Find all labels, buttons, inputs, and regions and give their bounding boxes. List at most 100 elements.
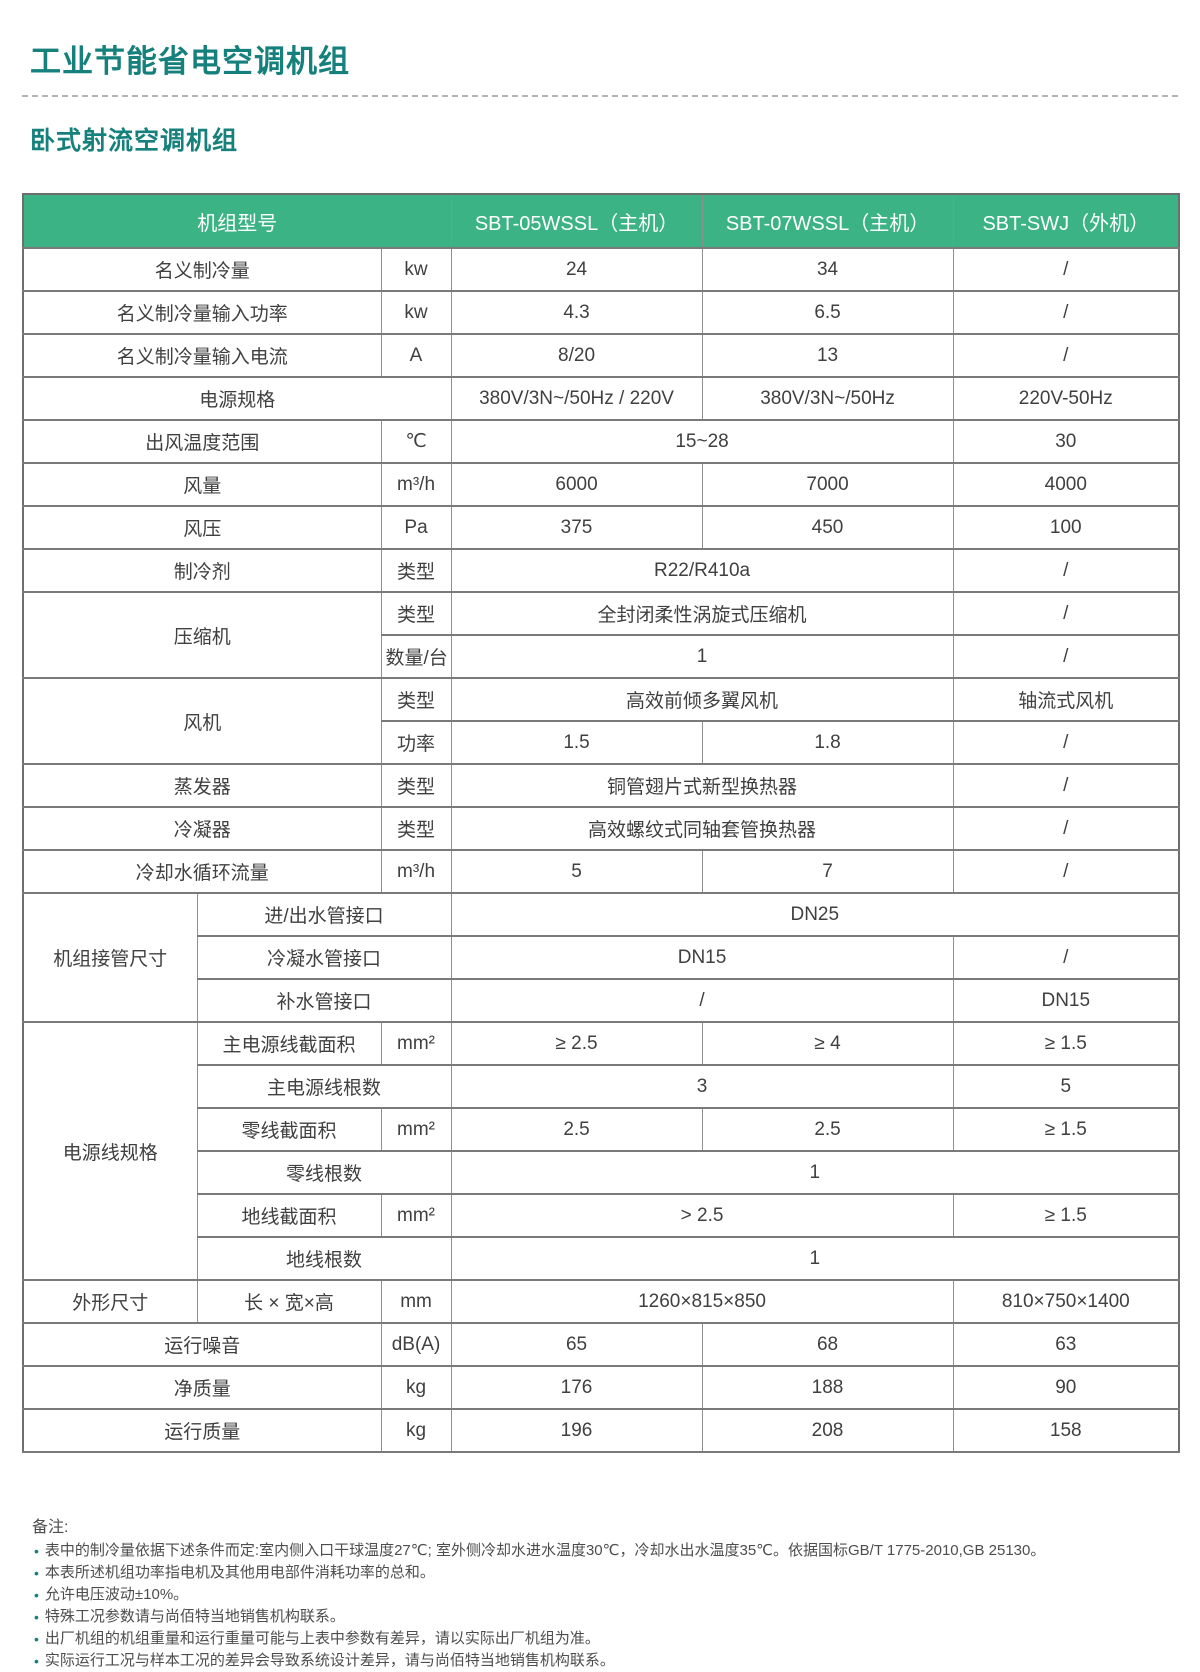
note-item: • 本表所述机组功率指电机及其他用电部件消耗功率的总和。 [32,1562,1178,1584]
spec-cell: 188 [701,1365,954,1410]
table-row: 风量 m³/h 6000 7000 4000 [22,462,1180,507]
spec-cell: 8/20 [450,333,703,378]
spec-cell: kg [380,1408,452,1453]
bullet-icon: • [34,1631,39,1647]
table-row: 净质量 kg 176 188 90 [22,1365,1180,1410]
spec-cell: 90 [952,1365,1180,1410]
spec-cell: kg [380,1365,452,1410]
spec-cell: 名义制冷量输入功率 [22,290,382,335]
spec-cell: / [952,935,1180,980]
table-row: 冷却水循环流量 m³/h 5 7/ [22,849,1180,894]
spec-cell: 68 [701,1322,954,1367]
spec-cell: 冷却水循环流量 [22,849,382,894]
spec-cell: 冷凝水管接口 [196,935,452,980]
table-row: 外形尺寸长 × 宽×高 mm 1260×815×850 810×750×1400 [22,1279,1180,1324]
note-text: 特殊工况参数请与尚佰特当地销售机构联系。 [44,1608,345,1625]
spec-cell: 长 × 宽×高 [196,1279,382,1324]
table-row: 地线根数 1 [23,1236,1180,1281]
spec-cell: 1 [450,1150,1180,1195]
table-row: 地线截面积 mm² > 2.5 ≥ 1.5 [23,1193,1180,1238]
spec-cell: 6000 [450,462,703,507]
note-text: 实际运行工况与样本工况的差异会导致系统设计差异，请与尚佰特当地销售机构联系。 [44,1652,615,1669]
spec-cell: 1260×815×850 [450,1279,954,1324]
spec-cell: 100 [952,505,1180,550]
notes-list: • 表中的制冷量依据下述条件而定:室内侧入口干球温度27℃; 室外侧冷却水进水温度… [32,1540,1178,1672]
bullet-icon: • [34,1587,39,1603]
table-row: 主电源线根数 3 5 [23,1064,1180,1109]
spec-cell: 压缩机 [22,591,382,679]
spec-cell: kw [380,247,452,292]
table-row: 名义制冷量 kw 24 34/ [22,247,1180,292]
spec-cell: ≥ 4 [701,1021,954,1066]
spec-cell: 轴流式风机 [952,677,1180,722]
spec-cell: kw [380,290,452,335]
spec-cell: / [952,806,1180,851]
table-row: 零线根数 1 [23,1150,1180,1195]
note-text: 允许电压波动±10%。 [44,1586,189,1603]
spec-cell: 地线截面积 [196,1193,382,1238]
spec-cell: Pa [380,505,452,550]
spec-cell: 高效前倾多翼风机 [450,677,954,722]
spec-cell: 地线根数 [196,1236,452,1281]
bullet-icon: • [34,1609,39,1625]
spec-cell: 电源规格 [22,376,452,421]
spec-cell: 6.5 [701,290,954,335]
spec-cell: 158 [952,1408,1180,1453]
column-header: SBT-07WSSL（主机） [701,193,954,249]
table-row: 压缩机 类型 全封闭柔性涡旋式压缩机 / [22,591,1180,679]
spec-cell: 380V/3N~/50Hz / 220V [450,376,703,421]
spec-cell: 15~28 [450,419,954,464]
spec-cell: / [952,849,1180,894]
spec-cell: / [952,333,1180,378]
page-title: 工业节能省电空调机组 [30,44,350,79]
table-row: 冷凝水管接口 DN15/ [23,935,1180,980]
spec-cell: DN15 [952,978,1180,1023]
spec-cell: 类型 [380,806,452,851]
spec-cell: 类型 [380,548,452,593]
table-row: 数量/台 1/ [23,634,1180,679]
bullet-icon: • [34,1565,39,1581]
spec-cell: 主电源线根数 [196,1064,452,1109]
table-row: 出风温度范围 ℃ 15~28 30 [22,419,1180,464]
table-row: 名义制冷量输入电流 A 8/20 13/ [22,333,1180,378]
spec-cell: 净质量 [22,1365,382,1410]
spec-cell: 零线截面积 [196,1107,382,1152]
spec-cell: A [380,333,452,378]
spec-cell: 24 [450,247,703,292]
spec-cell: 4.3 [450,290,703,335]
bullet-icon: • [34,1543,39,1559]
spec-cell: / [952,290,1180,335]
spec-cell: 4000 [952,462,1180,507]
spec-cell: 机组接管尺寸 [22,892,198,1023]
spec-cell: 风机 [22,677,382,765]
table-row: 风压 Pa 375 450 100 [22,505,1180,550]
spec-cell: 电源线规格 [22,1021,198,1281]
note-item: • 出厂机组的机组重量和运行重量可能与上表中参数有差异，请以实际出厂机组为准。 [32,1628,1178,1650]
spec-cell: m³/h [380,849,452,894]
spec-cell: DN15 [450,935,954,980]
spec-cell: 34 [701,247,954,292]
spec-cell: 176 [450,1365,703,1410]
note-item: • 允许电压波动±10%。 [32,1584,1178,1606]
spec-cell: 冷凝器 [22,806,382,851]
spec-table-body: 名义制冷量 kw 24 34/名义制冷量输入功率 kw 4.3 6.5/名义制冷量输入电流 A… [22,247,1180,1453]
spec-cell: 375 [450,505,703,550]
table-row: 运行质量 kg 196 208 158 [22,1408,1180,1453]
spec-cell: 3 [450,1064,954,1109]
spec-cell: 13 [701,333,954,378]
note-text: 出厂机组的机组重量和运行重量可能与上表中参数有差异，请以实际出厂机组为准。 [44,1630,600,1647]
spec-cell: 196 [450,1408,703,1453]
spec-cell: DN25 [450,892,1180,937]
spec-cell: 1 [450,1236,1180,1281]
spec-cell: / [952,591,1180,636]
spec-cell: 运行噪音 [22,1322,382,1367]
spec-cell: ≥ 1.5 [952,1193,1180,1238]
column-header: SBT-05WSSL（主机） [450,193,703,249]
spec-cell: dB(A) [380,1322,452,1367]
spec-cell: mm² [380,1193,452,1238]
note-item: • 特殊工况参数请与尚佰特当地销售机构联系。 [32,1606,1178,1628]
spec-cell: 外形尺寸 [22,1279,198,1324]
column-header: SBT-SWJ（外机） [952,193,1180,249]
spec-cell: 功率 [380,720,452,765]
spec-cell: mm² [380,1021,452,1066]
